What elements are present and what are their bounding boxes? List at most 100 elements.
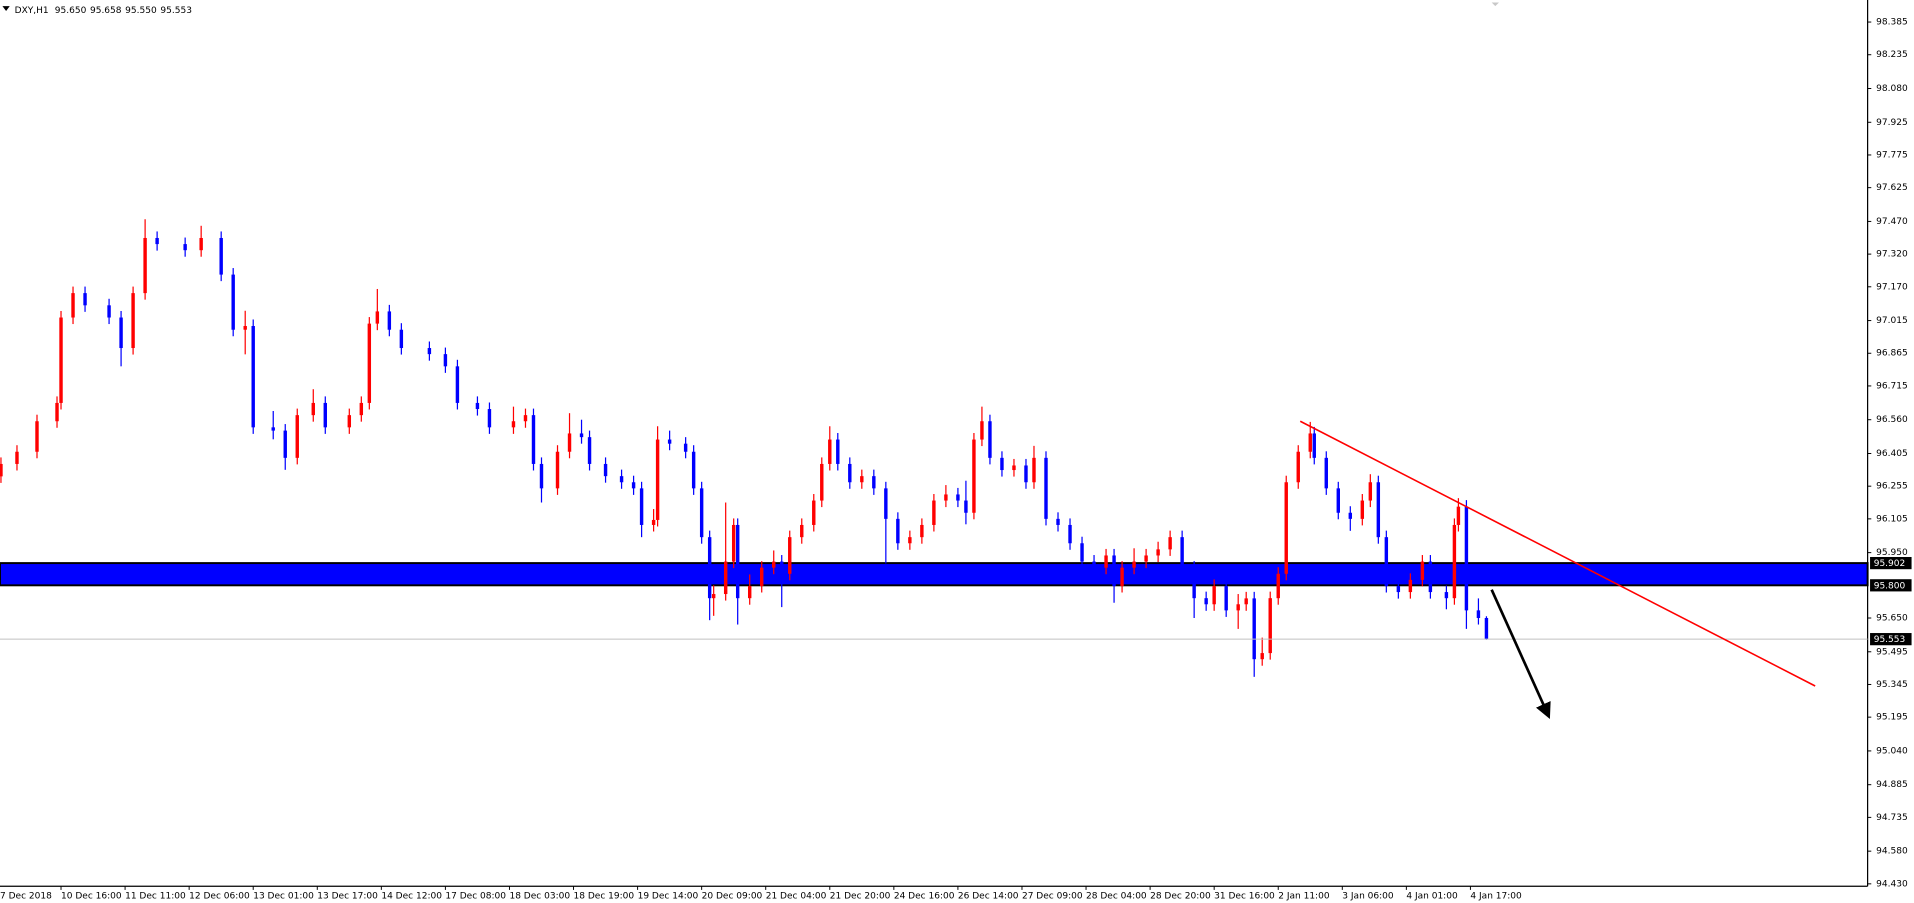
candle-body [691,451,696,489]
candle-body [375,311,380,324]
x-tick-label: 28 Dec 04:00 [1086,892,1147,902]
candle-body [1120,567,1124,586]
x-tick-label: 28 Dec 20:00 [1150,892,1211,902]
candle-body [747,585,752,599]
candle-body [295,415,299,458]
y-tick-label: 97.775 [1876,150,1908,160]
y-tick-label: 96.105 [1876,514,1908,524]
candle-body [1456,506,1461,525]
trendline [1299,420,1816,687]
candle-body [1464,506,1469,611]
candle-body [896,518,900,544]
candle-body [1080,543,1084,562]
plot [0,219,1869,719]
candle-body [155,237,159,245]
candle-body [1032,457,1036,483]
y-tick-label: 96.560 [1876,415,1908,425]
candle-body [1376,482,1381,538]
candle-body [511,421,516,428]
price-tag: 95.553 [1874,635,1906,645]
candle-body [920,524,924,538]
y-tick-label: 95.345 [1876,680,1908,690]
candle-body [219,237,223,275]
candle-body [956,494,960,501]
candle-body [1180,537,1184,568]
candle-body [932,500,936,525]
y-tick-label: 95.495 [1876,647,1908,657]
price-tag-box [1870,633,1912,646]
candle-body [1212,585,1216,605]
candle-body [699,488,704,538]
candle-body [1260,653,1264,660]
y-tick-label: 95.040 [1876,746,1908,756]
candle-body [848,463,852,483]
candle-body [271,427,275,431]
menu-triangle [2,6,10,12]
y-tick-label: 97.470 [1876,217,1908,227]
candle-body [1236,604,1240,611]
quote-high: 95.658 [90,5,122,15]
candle-body [988,421,992,458]
y-tick-label: 98.080 [1876,84,1908,94]
x-tick-label: 19 Dec 14:00 [638,892,699,902]
candle-body [619,476,624,483]
y-tick-label: 95.195 [1876,713,1908,723]
x-tick-label: 10 Dec 16:00 [61,892,122,902]
quote-close: 95.553 [160,5,192,15]
candle-body [1268,598,1272,654]
quote-low: 95.550 [125,5,157,15]
candle-body [1396,585,1401,593]
y-tick-label: 98.385 [1876,18,1908,28]
x-tick-label: 3 Jan 06:00 [1342,892,1394,902]
candle-body [707,537,712,599]
symbol: DXY,H1 [15,5,49,15]
candle-body [1444,592,1449,599]
candle-body [872,476,876,489]
price-tag: 95.902 [1874,559,1906,569]
y-tick-label: 97.320 [1876,250,1908,260]
candle-body [1420,561,1425,580]
candle-body [667,439,672,444]
candle-body [972,439,976,513]
y-tick-label: 96.405 [1876,449,1908,459]
candle-body [836,439,840,464]
candle-body [1156,549,1160,556]
candle-body [1312,433,1316,458]
candle-body [788,537,792,574]
candle-body [251,326,255,428]
candle-body [1252,598,1256,660]
y-tick-label: 98.235 [1876,50,1908,60]
candle-body [800,524,804,538]
shift-marker [1491,2,1499,7]
candle-body [579,433,584,438]
price-tag: 95.800 [1874,581,1906,591]
candle-body [119,317,123,349]
candle-body [723,561,728,595]
y-tick-label: 97.925 [1876,118,1908,128]
candle-body [1244,598,1248,605]
candle-body [1284,482,1288,574]
x-tick-label: 2 Jan 11:00 [1278,892,1330,902]
candle-body [1192,567,1196,599]
candle-body [1056,518,1060,525]
y-tick-label: 95.650 [1876,614,1908,624]
candle-body [1324,457,1328,489]
candle-body [1104,555,1108,568]
candle-body [1476,610,1481,619]
candle-body [731,524,736,562]
candle-body [455,366,460,403]
x-tick-label: 21 Dec 20:00 [830,892,891,902]
candle-body [243,326,247,330]
y-tick-label: 94.430 [1876,879,1908,889]
zone [0,562,1869,587]
candle-body [1348,512,1353,519]
candle-body [555,451,560,489]
candle-body [587,437,592,464]
candle-body [812,500,816,525]
candle-body [772,561,776,568]
candle-body [603,463,608,477]
candle-body [1144,555,1148,562]
candle-body [35,421,39,452]
candle-body [1092,561,1096,568]
